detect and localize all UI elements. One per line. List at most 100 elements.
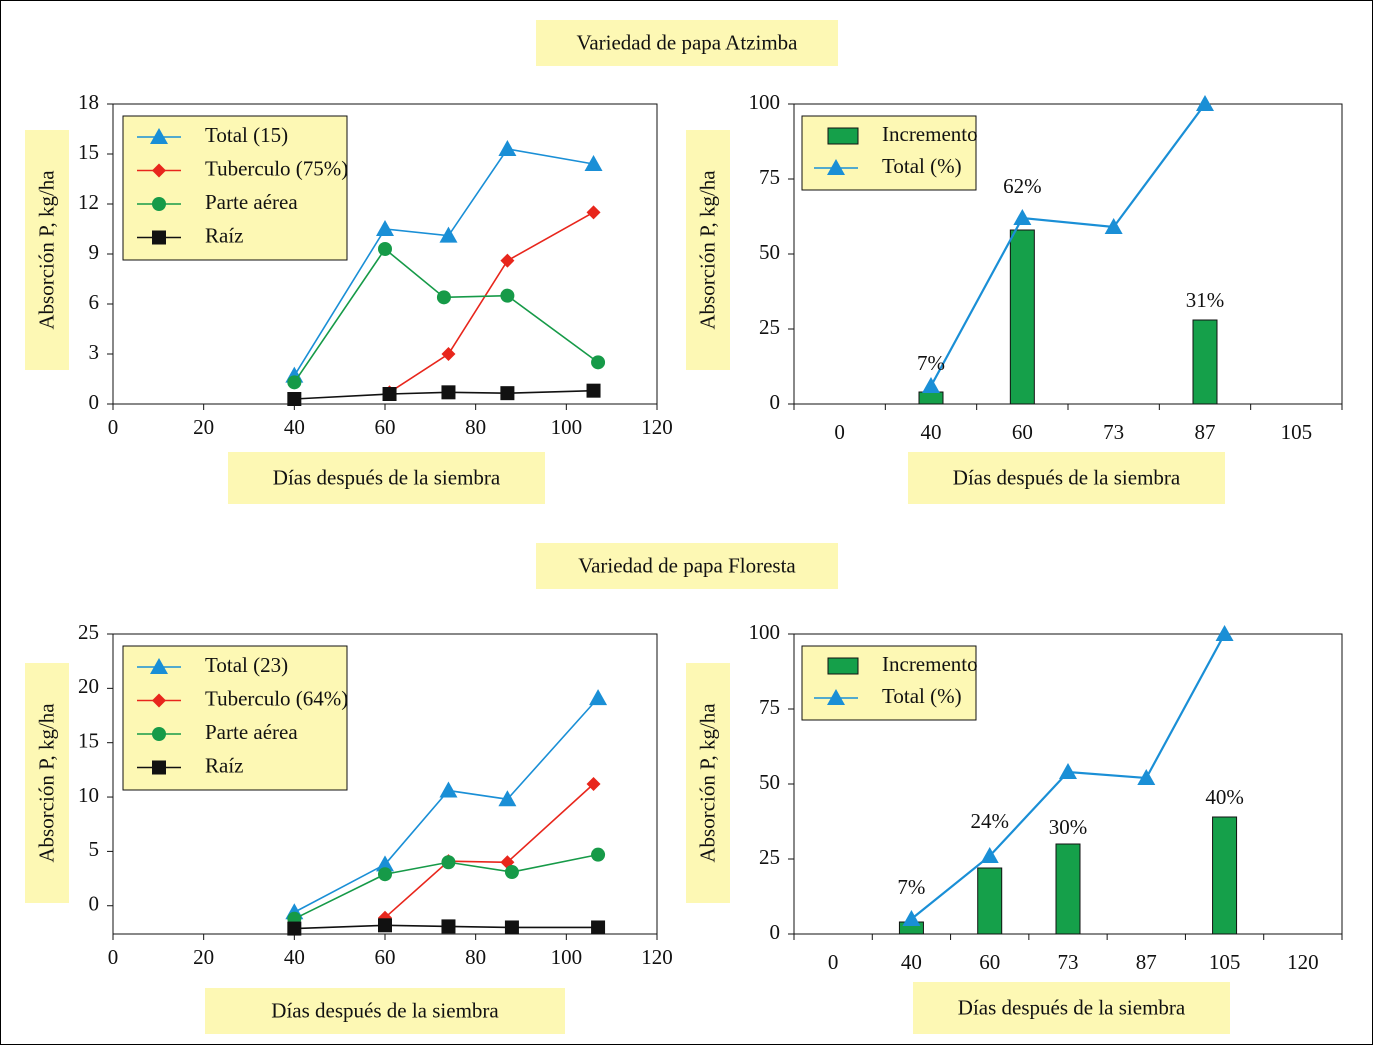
c3-point-total xyxy=(1215,625,1234,641)
c2-point-raiz xyxy=(504,920,519,935)
c2-point-raiz xyxy=(287,921,302,936)
c2-ytick-label: 15 xyxy=(78,729,99,753)
c2-legend-parte_aerea-marker xyxy=(152,727,166,741)
c3-ytick-label: 0 xyxy=(770,920,781,944)
c1-point-total xyxy=(1196,95,1214,111)
c3-bar xyxy=(977,867,1003,935)
c1-series-total xyxy=(930,103,1206,387)
c3-xtick-label: 60 xyxy=(979,950,1000,974)
c2-ytick-label: 0 xyxy=(89,892,100,916)
c0-point-parte_aerea xyxy=(287,375,302,390)
c3-legend-total-label: Total (%) xyxy=(882,684,962,708)
c0-series-tuberculo xyxy=(389,211,594,394)
c1-xtick-label: 40 xyxy=(921,420,942,444)
c0-legend-total-label: Total (15) xyxy=(205,123,288,147)
c1-data-label: 31% xyxy=(1186,288,1225,312)
c0-point-parte_aerea xyxy=(500,288,515,303)
c1-ytick-label: 25 xyxy=(759,315,780,339)
c0-xtick-label: 60 xyxy=(375,415,396,439)
c3-xtick-label: 40 xyxy=(901,950,922,974)
ylabel-box-atzimba-bars: Absorción P, kg/ha xyxy=(686,130,730,370)
c2-xtick-label: 80 xyxy=(465,945,486,969)
xlabel-floresta-bars: Días después de la siembra xyxy=(957,995,1186,1020)
c0-legend-parte_aerea-label: Parte aérea xyxy=(205,190,298,214)
c2-xtick-label: 60 xyxy=(375,945,396,969)
ylabel-box-floresta-bars: Absorción P, kg/ha xyxy=(686,663,730,903)
c1-point-total xyxy=(1104,218,1123,234)
c2-legend-raiz-marker xyxy=(152,760,166,775)
c2-ytick-label: 25 xyxy=(78,620,99,644)
c2-point-raiz xyxy=(591,920,606,935)
c2-point-tuberculo xyxy=(586,777,601,791)
c2-legend-total-marker xyxy=(150,658,168,674)
c1-ytick-label: 50 xyxy=(759,240,780,264)
c0-xtick-label: 0 xyxy=(108,415,119,439)
xlabel-floresta-lines: Días después de la siembra xyxy=(271,998,499,1023)
c2-xtick-label: 120 xyxy=(641,945,673,969)
c3-xtick-label: 73 xyxy=(1058,950,1079,974)
c0-point-parte_aerea xyxy=(378,242,392,256)
c0-legend-tuberculo-label: Tuberculo (75%) xyxy=(205,156,348,180)
c3-point-total xyxy=(980,847,999,863)
c1-legend-total-marker xyxy=(827,159,845,175)
c2-point-parte_aerea xyxy=(591,847,606,862)
c2-point-parte_aerea xyxy=(378,867,392,882)
c1-ytick-label: 100 xyxy=(749,90,781,114)
c3-point-total xyxy=(902,910,921,926)
c3-xtick-label: 120 xyxy=(1287,950,1319,974)
c3-xtick-label: 105 xyxy=(1209,950,1241,974)
xlabel-atzimba-bars: Días después de la siembra xyxy=(952,465,1181,490)
c2-point-total xyxy=(376,855,394,872)
c2-point-parte_aerea xyxy=(441,855,456,870)
c0-ytick-label: 12 xyxy=(78,190,99,214)
c0-point-raiz xyxy=(441,385,456,400)
c3-data-label: 30% xyxy=(1049,815,1088,839)
c1-bar xyxy=(1009,229,1035,405)
c0-point-total xyxy=(498,140,517,156)
c1-bar xyxy=(918,391,944,405)
c2-point-total xyxy=(589,689,608,706)
xlabel-box-atzimba-bars: Días después de la siembra xyxy=(908,452,1225,504)
c2-legend-total-label: Total (23) xyxy=(205,653,288,677)
c1-ytick-label: 75 xyxy=(759,165,780,189)
c1-xtick-label: 105 xyxy=(1281,420,1313,444)
c1-xtick-label: 0 xyxy=(834,420,845,444)
c0-point-raiz xyxy=(382,387,397,401)
c1-legend-incremento-swatch xyxy=(827,127,859,145)
title-atzimba: Variedad de papa Atzimba xyxy=(536,20,838,66)
ylabel-box-atzimba-lines: Absorción P, kg/ha xyxy=(25,130,69,370)
c2-point-raiz xyxy=(441,919,456,934)
c0-ytick-label: 6 xyxy=(89,290,100,314)
c0-point-total xyxy=(439,226,458,243)
c0-point-tuberculo xyxy=(586,205,601,220)
c0-series-parte_aerea xyxy=(293,247,599,383)
c2-legend-tuberculo-marker xyxy=(152,693,166,708)
c3-ytick-label: 50 xyxy=(759,770,780,794)
c1-xtick-label: 73 xyxy=(1103,420,1124,444)
c3-xtick-label: 87 xyxy=(1136,950,1157,974)
c3-data-label: 40% xyxy=(1205,785,1244,809)
c0-point-raiz xyxy=(287,392,302,406)
c0-xtick-label: 100 xyxy=(551,415,583,439)
c0-point-tuberculo xyxy=(441,347,456,361)
c2-xtick-label: 100 xyxy=(551,945,583,969)
c0-ytick-label: 9 xyxy=(89,240,100,264)
c0-point-raiz xyxy=(586,383,601,398)
title-floresta-text: Variedad de papa Floresta xyxy=(578,553,796,578)
xlabel-box-floresta-lines: Días después de la siembra xyxy=(205,988,565,1034)
c3-legend-incremento-swatch xyxy=(827,657,859,675)
c3-data-label: 7% xyxy=(897,875,925,899)
c2-xtick-label: 20 xyxy=(193,945,214,969)
c0-point-tuberculo xyxy=(500,253,515,268)
c3-ytick-label: 75 xyxy=(759,695,780,719)
c0-point-parte_aerea xyxy=(591,355,606,370)
c2-point-total xyxy=(498,790,517,807)
title-floresta: Variedad de papa Floresta xyxy=(536,543,838,589)
c1-legend-incremento-label: Incremento xyxy=(882,122,978,146)
c0-point-parte_aerea xyxy=(436,290,451,305)
c2-point-total xyxy=(439,781,458,798)
c0-ytick-label: 0 xyxy=(89,390,100,414)
xlabel-box-atzimba-lines: Días después de la siembra xyxy=(228,452,545,504)
xlabel-atzimba-lines: Días después de la siembra xyxy=(272,465,501,490)
c3-point-total xyxy=(1059,763,1077,779)
